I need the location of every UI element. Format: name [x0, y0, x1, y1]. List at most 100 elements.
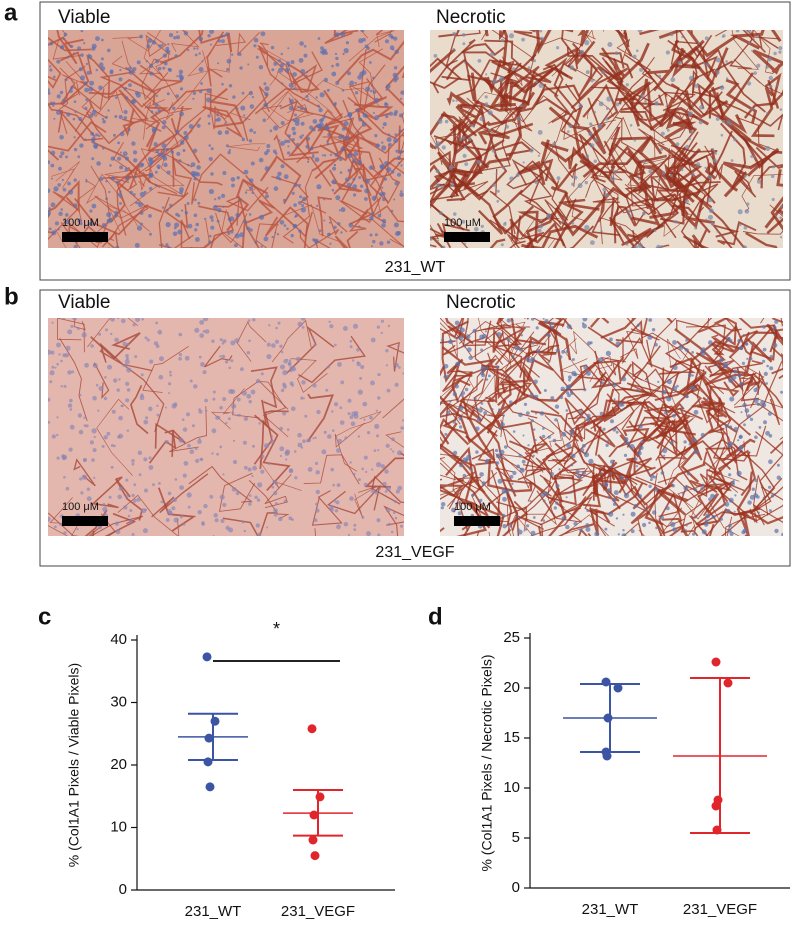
nucleus	[749, 357, 753, 361]
nucleus	[125, 478, 129, 482]
nucleus	[173, 517, 179, 523]
fiber	[711, 223, 740, 248]
fiber	[496, 419, 538, 454]
nucleus	[207, 34, 211, 38]
nucleus	[214, 518, 219, 523]
fiber	[769, 440, 783, 460]
nucleus	[73, 100, 77, 103]
fiber	[88, 78, 156, 106]
nucleus	[561, 350, 565, 354]
fiber	[734, 403, 783, 422]
nucleus	[689, 75, 694, 81]
nucleus	[762, 359, 766, 363]
nucleus	[227, 417, 231, 421]
nucleus	[358, 225, 361, 228]
nucleus	[194, 53, 198, 57]
fiber	[659, 507, 683, 536]
nucleus	[556, 176, 561, 181]
nucleus	[167, 245, 170, 248]
fiber	[752, 49, 783, 75]
nucleus	[768, 459, 773, 465]
nucleus	[690, 385, 696, 391]
nucleus	[302, 439, 306, 444]
fiber	[685, 318, 713, 345]
nucleus	[583, 452, 590, 458]
nucleus	[769, 366, 774, 371]
nucleus	[152, 129, 156, 133]
nucleus	[566, 443, 572, 449]
fiber	[371, 475, 404, 505]
nucleus	[653, 229, 657, 232]
nucleus	[647, 334, 653, 340]
panel-letter: b	[4, 283, 19, 310]
nucleus	[115, 245, 120, 248]
nucleus	[160, 152, 166, 158]
nucleus	[339, 420, 345, 425]
nucleus	[72, 52, 75, 55]
nucleus	[649, 474, 655, 479]
fiber	[723, 118, 764, 189]
nucleus	[253, 131, 256, 134]
nucleus	[335, 195, 341, 201]
nucleus	[499, 427, 502, 431]
nucleus	[248, 400, 252, 404]
fiber	[48, 121, 107, 161]
nucleus	[60, 208, 63, 211]
nucleus	[369, 233, 373, 237]
nucleus	[464, 162, 469, 167]
nucleus	[103, 435, 108, 440]
nucleus	[684, 529, 688, 532]
fiber	[583, 472, 602, 508]
nucleus	[330, 467, 335, 472]
nucleus	[193, 47, 196, 50]
nucleus	[705, 218, 708, 221]
nucleus	[633, 139, 636, 142]
fiber	[564, 377, 609, 426]
data-point	[602, 751, 612, 761]
fiber	[218, 472, 256, 512]
nucleus	[299, 135, 303, 139]
nucleus	[52, 101, 56, 105]
nucleus	[95, 383, 99, 387]
fiber	[589, 507, 611, 536]
nucleus	[485, 378, 489, 381]
nucleus	[79, 222, 83, 226]
fiber	[430, 48, 456, 74]
fiber	[475, 461, 519, 531]
nucleus	[163, 61, 168, 66]
nucleus	[570, 392, 574, 396]
fiber	[138, 52, 179, 102]
nucleus	[193, 213, 198, 218]
nucleus	[58, 353, 61, 356]
nucleus	[464, 387, 469, 392]
fiber	[582, 83, 619, 120]
nucleus	[531, 318, 535, 321]
nucleus	[360, 184, 364, 188]
nucleus	[52, 104, 55, 107]
nucleus	[199, 333, 205, 338]
nucleus	[771, 197, 775, 202]
nucleus	[327, 232, 331, 237]
nucleus	[748, 41, 751, 45]
nucleus	[260, 31, 266, 37]
nucleus	[505, 125, 509, 129]
nucleus	[665, 50, 671, 55]
nucleus	[91, 428, 97, 434]
fiber	[440, 446, 481, 490]
nucleus	[484, 95, 488, 99]
fiber	[641, 165, 680, 191]
nucleus	[713, 494, 717, 498]
nucleus	[236, 176, 240, 180]
nucleus	[530, 530, 536, 536]
nucleus	[593, 159, 597, 163]
nucleus	[155, 59, 160, 64]
nucleus	[140, 393, 144, 397]
nucleus	[204, 217, 207, 221]
nucleus	[250, 500, 253, 503]
nucleus	[286, 61, 290, 65]
fiber	[286, 325, 335, 374]
nucleus	[525, 411, 530, 415]
nucleus	[85, 180, 88, 183]
nucleus	[162, 66, 166, 70]
nucleus	[772, 342, 778, 348]
